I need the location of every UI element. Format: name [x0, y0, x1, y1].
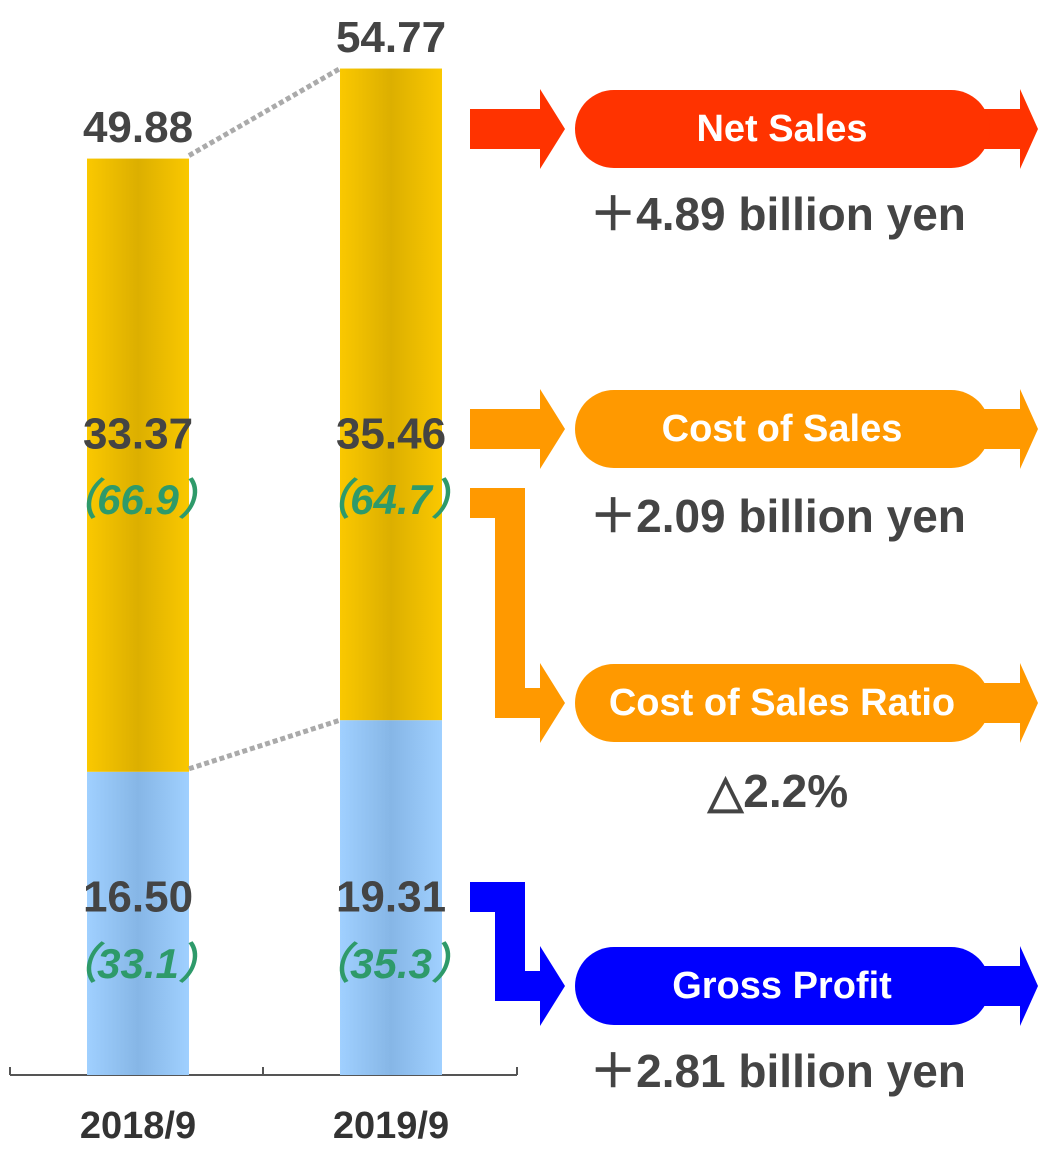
annotation-change: ＋2.09 billion yen	[590, 490, 966, 542]
ratio-label: （35.3）	[308, 940, 474, 987]
annotation-label: Net Sales	[696, 108, 867, 150]
annotation-label: Cost of Sales Ratio	[609, 682, 955, 724]
total-label: 49.88	[83, 103, 193, 152]
arrow	[470, 882, 565, 1026]
arrow-tail	[980, 89, 1038, 169]
arrow	[470, 389, 565, 469]
connector	[188, 717, 341, 772]
connector	[187, 66, 342, 158]
arrow-tail	[980, 663, 1038, 743]
total-label: 54.77	[336, 13, 446, 62]
arrow-tail	[980, 389, 1038, 469]
annotation-label: Cost of Sales	[662, 408, 903, 450]
x-tick-label: 2018/9	[80, 1105, 196, 1147]
ratio-label: （33.1）	[55, 940, 221, 987]
bar-segment	[87, 158, 189, 772]
label-pill	[575, 947, 990, 1025]
ratio-label: （64.7）	[308, 476, 474, 523]
arrow-tail	[980, 946, 1038, 1026]
bar-segment	[340, 68, 442, 721]
value-label: 35.46	[336, 410, 446, 459]
annotation-change: △2.2%	[706, 765, 848, 817]
label-pill	[575, 664, 990, 742]
arrow	[470, 89, 565, 169]
ratio-label: （66.9）	[55, 476, 221, 523]
value-label: 33.37	[83, 410, 193, 459]
annotation-change: ＋2.81 billion yen	[590, 1045, 966, 1097]
bar-segment	[87, 771, 189, 1075]
label-pill	[575, 390, 990, 468]
annotation-label: Gross Profit	[672, 965, 892, 1007]
value-label: 16.50	[83, 873, 193, 922]
label-pill	[575, 90, 990, 168]
arrow	[470, 488, 565, 743]
value-label: 19.31	[336, 873, 446, 922]
x-tick-label: 2019/9	[333, 1105, 449, 1147]
bar-segment	[340, 720, 442, 1075]
annotation-change: ＋4.89 billion yen	[590, 188, 966, 240]
